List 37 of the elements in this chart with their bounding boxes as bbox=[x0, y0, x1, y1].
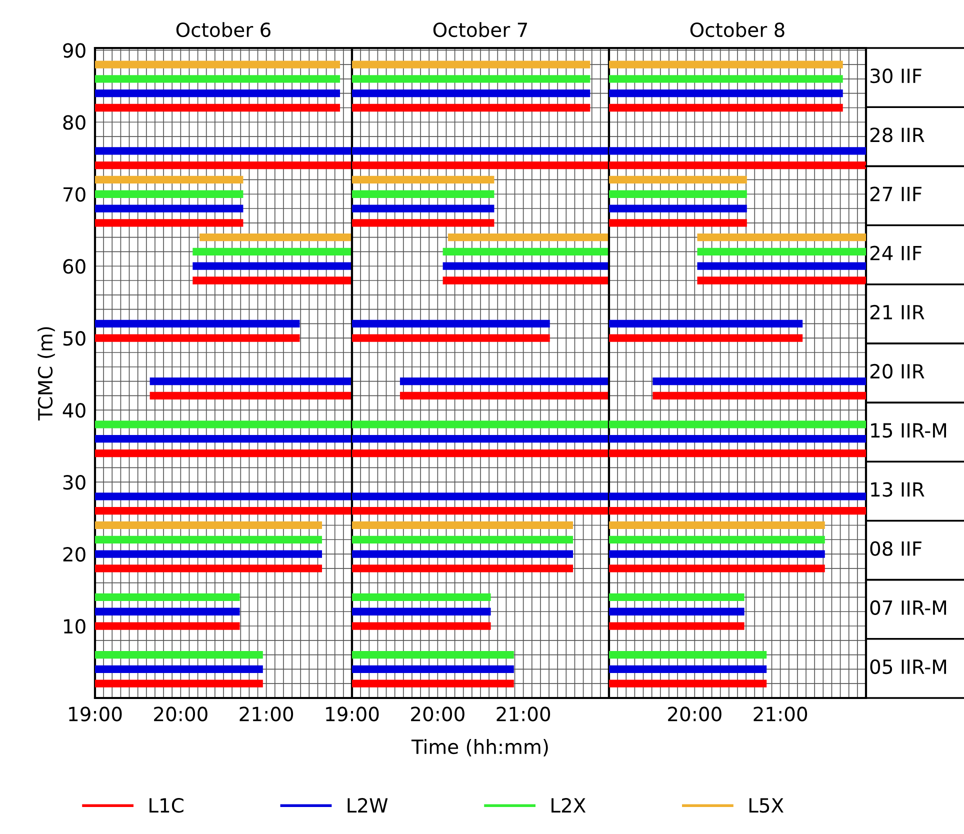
legend-label: L2X bbox=[552, 798, 586, 812]
y-axis-title: TCMC (m) bbox=[38, 327, 55, 421]
x-tick-label: 19:00 bbox=[326, 706, 379, 722]
legend-label: L1C bbox=[150, 798, 184, 813]
y-tick-label: 70 bbox=[64, 187, 86, 202]
legend-label: L2W bbox=[348, 798, 388, 812]
x-tick-label: 20:00 bbox=[411, 706, 464, 722]
chart-title: October 6 bbox=[176, 22, 270, 38]
y-tick-label: 60 bbox=[63, 259, 86, 274]
x-tick-label: 21:00 bbox=[240, 706, 294, 722]
x-tick-label: 21:00 bbox=[496, 706, 550, 722]
x-tick-label: 20:00 bbox=[668, 706, 722, 722]
y-tick-label: 10 bbox=[64, 618, 86, 634]
chart-title: October 8 bbox=[690, 22, 784, 38]
legend-label: L5X bbox=[749, 798, 784, 813]
x-tick-label: 19:00 bbox=[69, 706, 122, 722]
x-axis-title: Time (hh:mm) bbox=[411, 739, 548, 756]
text: 21 IIR bbox=[870, 304, 924, 320]
text: 20 IIR bbox=[870, 364, 924, 379]
y-tick-label: 50 bbox=[63, 331, 86, 346]
y-tick-label: 40 bbox=[62, 403, 86, 418]
text: 13 IIR bbox=[871, 482, 924, 497]
x-tick-label: 20:00 bbox=[154, 706, 208, 722]
text: 05 IIR-M bbox=[870, 659, 946, 674]
text: 15 IIR-M bbox=[871, 423, 946, 438]
text: 07 IIR-M bbox=[870, 600, 946, 616]
y-tick-label: 80 bbox=[63, 115, 86, 130]
chart-title: October 7 bbox=[433, 22, 528, 38]
text: 24 IIF bbox=[870, 246, 922, 260]
text: 30 IIF bbox=[870, 68, 922, 84]
text: 28 IIR bbox=[870, 128, 924, 142]
text: 27 IIF bbox=[870, 186, 922, 202]
y-tick-label: 90 bbox=[63, 43, 86, 58]
text: 08 IIF bbox=[870, 541, 922, 556]
y-tick-label: 20 bbox=[63, 546, 86, 562]
x-tick-label: 21:00 bbox=[754, 706, 808, 722]
y-tick-label: 30 bbox=[63, 475, 86, 490]
